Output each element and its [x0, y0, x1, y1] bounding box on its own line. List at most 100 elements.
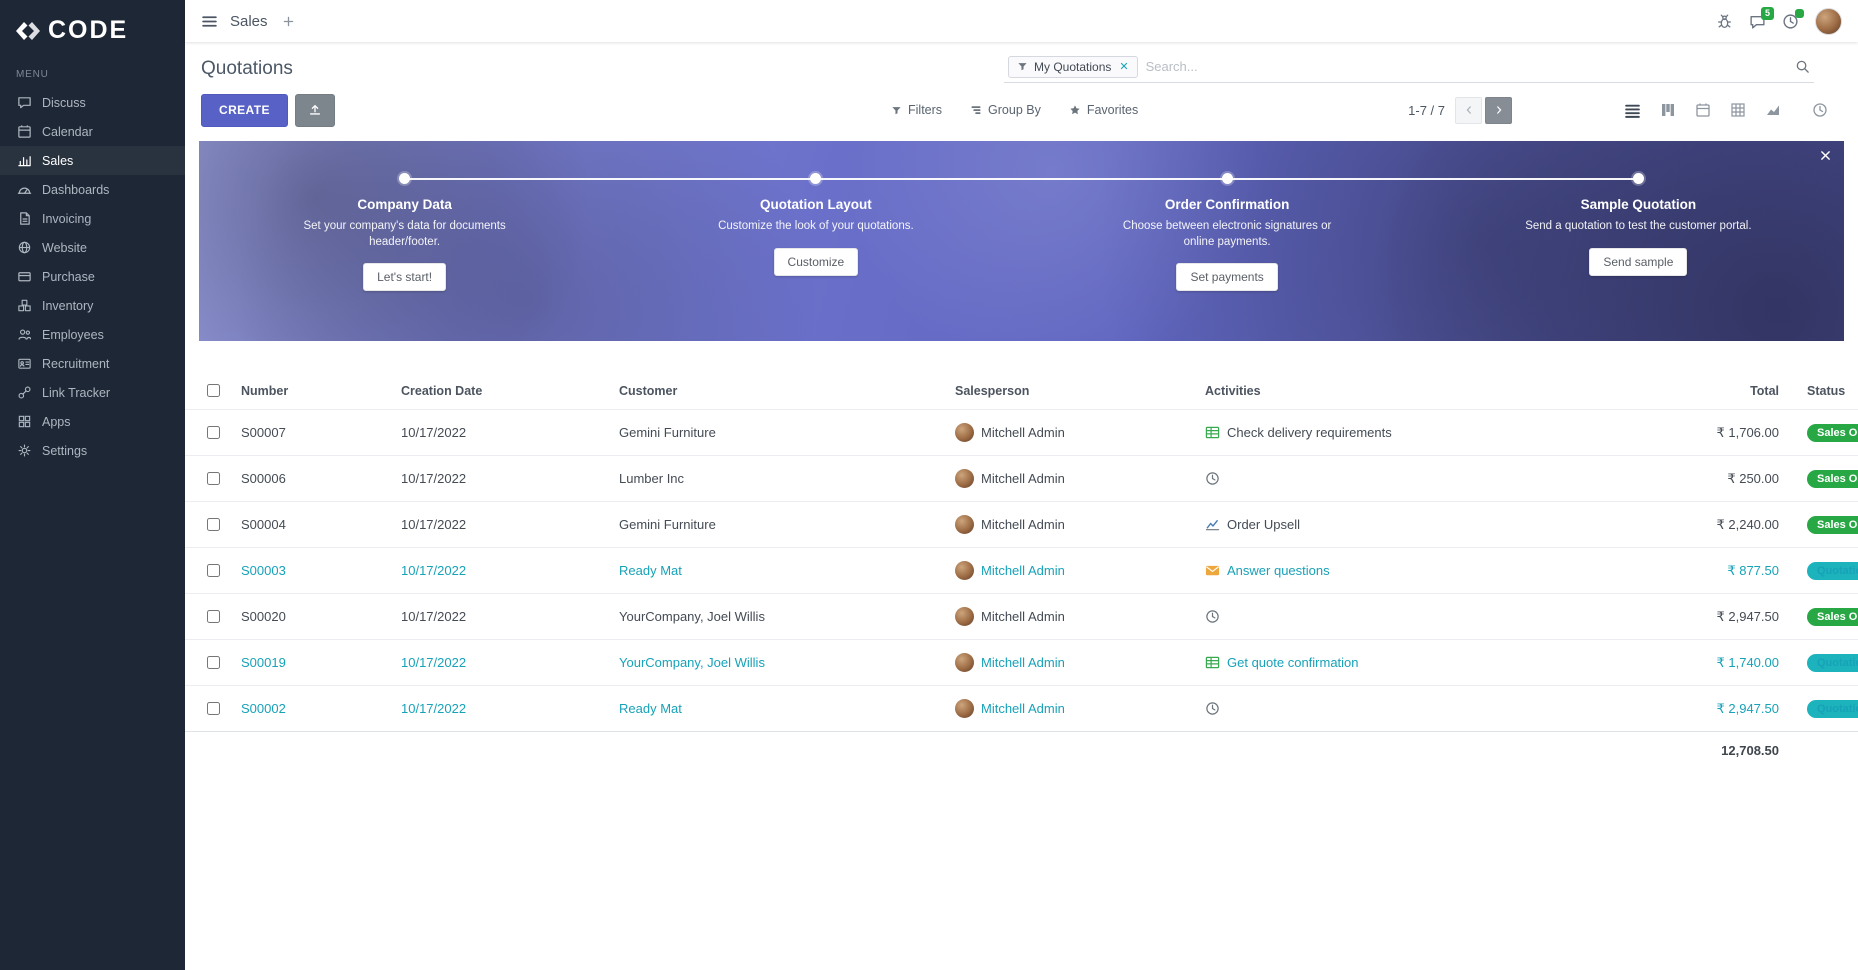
cell-salesperson[interactable]: Mitchell Admin [947, 547, 1197, 594]
current-app-name[interactable]: Sales [230, 12, 268, 30]
header-customer[interactable]: Customer [619, 383, 678, 398]
sidebar-item-calendar[interactable]: Calendar [0, 117, 185, 146]
set-payments-button[interactable]: Set payments [1176, 263, 1278, 292]
cell-date[interactable]: 10/17/2022 [393, 639, 611, 686]
cell-activity[interactable]: Check delivery requirements [1197, 409, 1637, 456]
send-sample-button[interactable]: Send sample [1589, 247, 1688, 276]
table-row[interactable]: S00006 10/17/2022 Lumber Inc Mitchell Ad… [185, 455, 1858, 502]
sidebar-item-dashboards[interactable]: Dashboards [0, 175, 185, 204]
cell-customer[interactable]: Ready Mat [611, 685, 947, 732]
sidebar-item-settings[interactable]: Settings [0, 436, 185, 465]
banner-close-icon[interactable] [1819, 149, 1832, 162]
header-salesperson[interactable]: Salesperson [955, 383, 1030, 398]
row-checkbox[interactable] [207, 610, 220, 623]
list-view-icon[interactable] [1624, 102, 1641, 119]
hamburger-menu-icon[interactable] [201, 13, 218, 30]
header-status[interactable]: Status [1807, 383, 1846, 398]
cell-date[interactable]: 10/17/2022 [393, 409, 611, 456]
user-avatar[interactable] [1815, 7, 1842, 35]
cell-number[interactable]: S00007 [233, 409, 393, 456]
pager-next-button[interactable] [1485, 96, 1512, 124]
graph-view-icon[interactable] [1765, 102, 1781, 118]
table-row[interactable]: S00019 10/17/2022 YourCompany, Joel Will… [185, 639, 1858, 686]
kanban-view-icon[interactable] [1660, 102, 1676, 118]
row-checkbox[interactable] [207, 656, 220, 669]
activity-view-icon[interactable] [1812, 102, 1828, 118]
cell-activity[interactable] [1197, 593, 1637, 640]
header-total[interactable]: Total [1750, 383, 1779, 398]
cell-total[interactable]: ₹ 2,240.00 [1637, 501, 1787, 548]
favorites-button[interactable]: Favorites [1069, 103, 1138, 117]
sidebar-item-employees[interactable]: Employees [0, 320, 185, 349]
customize-button[interactable]: Customize [773, 247, 859, 276]
sidebar-item-apps[interactable]: Apps [0, 407, 185, 436]
row-checkbox[interactable] [207, 564, 220, 577]
plus-icon[interactable] [282, 15, 295, 28]
cell-customer[interactable]: YourCompany, Joel Willis [611, 639, 947, 686]
cell-total[interactable]: ₹ 1,740.00 [1637, 639, 1787, 686]
cell-total[interactable]: ₹ 877.50 [1637, 547, 1787, 594]
cell-date[interactable]: 10/17/2022 [393, 455, 611, 502]
cell-date[interactable]: 10/17/2022 [393, 685, 611, 732]
cell-salesperson[interactable]: Mitchell Admin [947, 455, 1197, 502]
lets-start-button[interactable]: Let's start! [363, 263, 447, 292]
app-logo[interactable]: CODE [0, 0, 185, 65]
group-by-button[interactable]: Group By [970, 103, 1041, 117]
row-checkbox[interactable] [207, 472, 220, 485]
cell-number[interactable]: S00019 [233, 639, 393, 686]
table-row[interactable]: S00020 10/17/2022 YourCompany, Joel Will… [185, 593, 1858, 640]
activities-clock-icon[interactable] [1782, 8, 1804, 30]
sidebar-item-recruitment[interactable]: Recruitment [0, 349, 185, 378]
cell-total[interactable]: ₹ 2,947.50 [1637, 685, 1787, 732]
table-row[interactable]: S00004 10/17/2022 Gemini Furniture Mitch… [185, 501, 1858, 548]
cell-activity[interactable] [1197, 685, 1637, 732]
calendar-view-icon[interactable] [1695, 102, 1711, 118]
cell-number[interactable]: S00006 [233, 455, 393, 502]
row-checkbox[interactable] [207, 426, 220, 439]
cell-activity[interactable]: Order Upsell [1197, 501, 1637, 548]
cell-salesperson[interactable]: Mitchell Admin [947, 409, 1197, 456]
cell-total[interactable]: ₹ 2,947.50 [1637, 593, 1787, 640]
messages-icon[interactable]: 5 [1749, 6, 1774, 30]
header-activities[interactable]: Activities [1205, 383, 1261, 398]
cell-customer[interactable]: Ready Mat [611, 547, 947, 594]
header-number[interactable]: Number [241, 383, 289, 398]
table-row[interactable]: S00007 10/17/2022 Gemini Furniture Mitch… [185, 409, 1858, 456]
cell-number[interactable]: S00003 [233, 547, 393, 594]
search-input[interactable] [1137, 55, 1795, 78]
cell-salesperson[interactable]: Mitchell Admin [947, 593, 1197, 640]
pivot-view-icon[interactable] [1730, 102, 1746, 118]
cell-activity[interactable]: Answer questions [1197, 547, 1637, 594]
cell-total[interactable]: ₹ 250.00 [1637, 455, 1787, 502]
cell-salesperson[interactable]: Mitchell Admin [947, 685, 1197, 732]
pager-previous-button[interactable] [1455, 96, 1482, 124]
search-bar[interactable]: My Quotations ✕ [1004, 54, 1814, 83]
table-row[interactable]: S00003 10/17/2022 Ready Mat Mitchell Adm… [185, 547, 1858, 594]
cell-number[interactable]: S00020 [233, 593, 393, 640]
cell-number[interactable]: S00004 [233, 501, 393, 548]
row-checkbox[interactable] [207, 702, 220, 715]
cell-customer[interactable]: Lumber Inc [611, 455, 947, 502]
filters-button[interactable]: Filters [891, 103, 942, 117]
select-all-checkbox[interactable] [207, 384, 220, 397]
sidebar-item-website[interactable]: Website [0, 233, 185, 262]
cell-date[interactable]: 10/17/2022 [393, 501, 611, 548]
cell-number[interactable]: S00002 [233, 685, 393, 732]
facet-remove-icon[interactable]: ✕ [1119, 61, 1129, 73]
table-row[interactable]: S00002 10/17/2022 Ready Mat Mitchell Adm… [185, 685, 1858, 732]
search-icon[interactable] [1795, 59, 1810, 74]
bug-icon[interactable] [1716, 13, 1733, 30]
cell-activity[interactable]: Get quote confirmation [1197, 639, 1637, 686]
cell-customer[interactable]: YourCompany, Joel Willis [611, 593, 947, 640]
row-checkbox[interactable] [207, 518, 220, 531]
sidebar-item-purchase[interactable]: Purchase [0, 262, 185, 291]
export-button[interactable] [294, 93, 335, 127]
sidebar-item-invoicing[interactable]: Invoicing [0, 204, 185, 233]
cell-salesperson[interactable]: Mitchell Admin [947, 501, 1197, 548]
sidebar-item-inventory[interactable]: Inventory [0, 291, 185, 320]
sidebar-item-sales[interactable]: Sales [0, 146, 185, 175]
search-facet-my-quotations[interactable]: My Quotations ✕ [1008, 55, 1138, 78]
cell-date[interactable]: 10/17/2022 [393, 593, 611, 640]
create-button[interactable]: CREATE [201, 93, 288, 127]
cell-date[interactable]: 10/17/2022 [393, 547, 611, 594]
